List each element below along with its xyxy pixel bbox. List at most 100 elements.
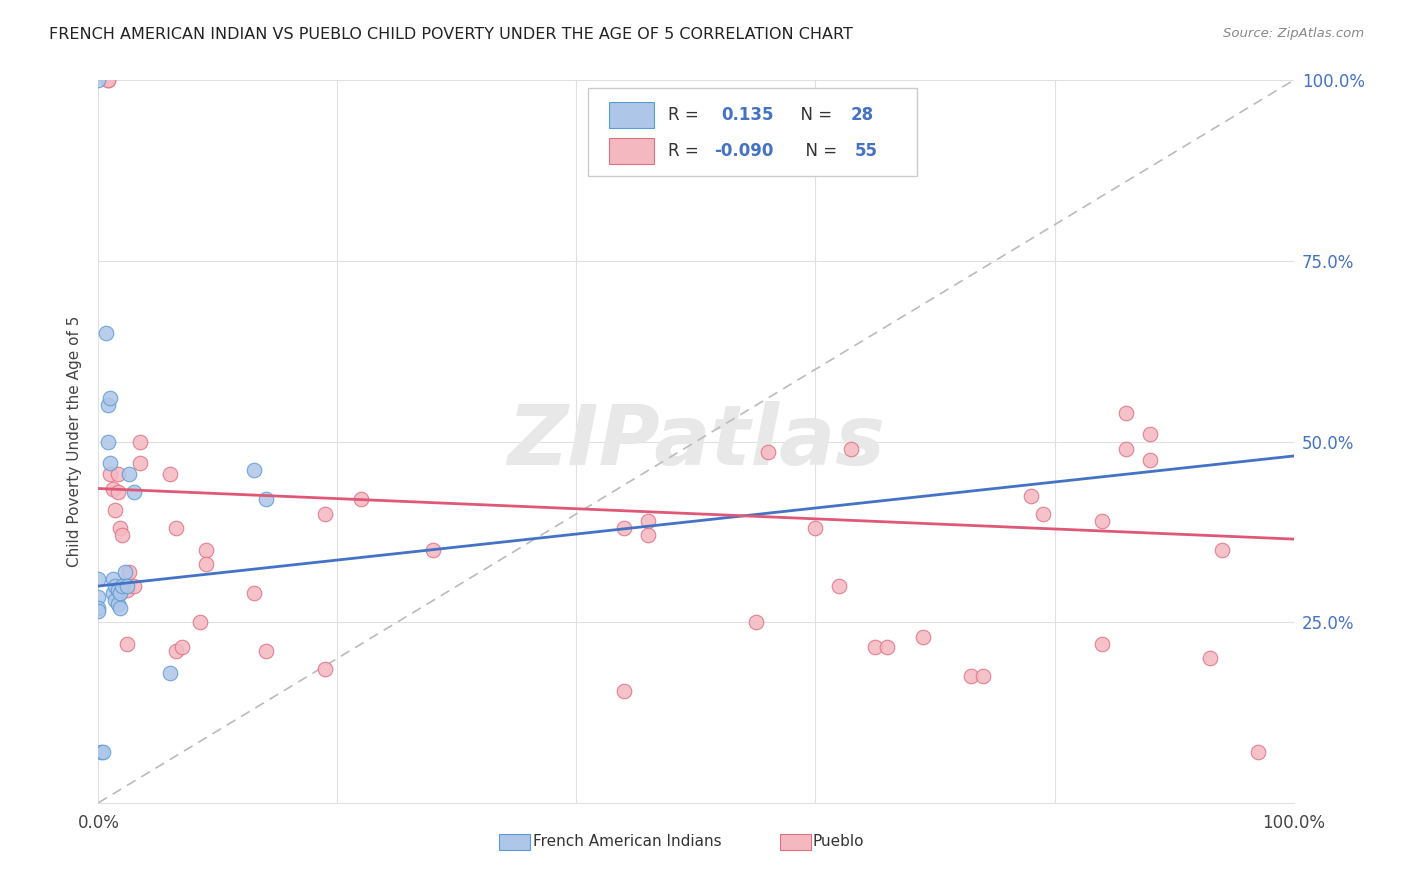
- Point: [637, 514, 659, 528]
- Point: [960, 669, 983, 683]
- Point: [115, 637, 138, 651]
- Point: [118, 467, 141, 481]
- Point: [1139, 452, 1161, 467]
- Point: [118, 565, 141, 579]
- Point: [129, 434, 152, 449]
- Point: [87, 590, 110, 604]
- Point: [94, 326, 117, 340]
- Text: 55: 55: [855, 142, 877, 160]
- Point: [124, 579, 146, 593]
- Point: [97, 398, 120, 412]
- Point: [911, 630, 934, 644]
- Text: Source: ZipAtlas.com: Source: ZipAtlas.com: [1223, 27, 1364, 40]
- Point: [172, 640, 194, 655]
- Point: [111, 579, 134, 593]
- Point: [165, 644, 187, 658]
- Point: [1032, 507, 1054, 521]
- Point: [108, 586, 131, 600]
- Point: [1091, 637, 1114, 651]
- Point: [243, 586, 266, 600]
- Point: [107, 582, 129, 597]
- Text: Pueblo: Pueblo: [813, 834, 865, 848]
- Point: [108, 521, 131, 535]
- Point: [243, 463, 266, 477]
- Text: ZIPatlas: ZIPatlas: [508, 401, 884, 482]
- Point: [97, 73, 120, 87]
- Text: French American Indians: French American Indians: [533, 834, 721, 848]
- Point: [613, 521, 636, 535]
- Point: [195, 542, 218, 557]
- Point: [97, 434, 120, 449]
- Text: R =: R =: [668, 106, 710, 124]
- Point: [98, 467, 122, 481]
- Point: [1091, 514, 1114, 528]
- Point: [91, 745, 114, 759]
- Point: [1115, 442, 1137, 456]
- Text: FRENCH AMERICAN INDIAN VS PUEBLO CHILD POVERTY UNDER THE AGE OF 5 CORRELATION CH: FRENCH AMERICAN INDIAN VS PUEBLO CHILD P…: [49, 27, 853, 42]
- Text: N =: N =: [790, 106, 838, 124]
- Point: [101, 586, 124, 600]
- Point: [115, 579, 138, 593]
- Point: [1139, 427, 1161, 442]
- FancyBboxPatch shape: [589, 88, 917, 177]
- Point: [865, 640, 887, 655]
- FancyBboxPatch shape: [609, 138, 654, 164]
- Point: [254, 644, 277, 658]
- Point: [422, 542, 444, 557]
- Point: [104, 593, 127, 607]
- Point: [876, 640, 898, 655]
- Point: [972, 669, 994, 683]
- Point: [124, 485, 146, 500]
- Point: [101, 572, 124, 586]
- Point: [350, 492, 373, 507]
- Point: [97, 73, 120, 87]
- Point: [101, 482, 124, 496]
- Point: [804, 521, 827, 535]
- Text: 0.135: 0.135: [721, 106, 773, 124]
- Y-axis label: Child Poverty Under the Age of 5: Child Poverty Under the Age of 5: [67, 316, 83, 567]
- Point: [1247, 745, 1270, 759]
- Point: [254, 492, 277, 507]
- Point: [165, 521, 187, 535]
- Point: [1115, 406, 1137, 420]
- Point: [87, 73, 110, 87]
- Point: [159, 467, 181, 481]
- Point: [1019, 489, 1042, 503]
- Point: [87, 572, 110, 586]
- Point: [637, 528, 659, 542]
- Text: R =: R =: [668, 142, 704, 160]
- Point: [159, 665, 181, 680]
- Point: [108, 600, 131, 615]
- Point: [195, 558, 218, 572]
- Point: [841, 442, 863, 456]
- Point: [315, 507, 337, 521]
- FancyBboxPatch shape: [609, 102, 654, 128]
- Point: [107, 597, 129, 611]
- Text: -0.090: -0.090: [714, 142, 773, 160]
- Point: [129, 456, 152, 470]
- Point: [114, 565, 136, 579]
- Point: [107, 485, 129, 500]
- Point: [87, 600, 110, 615]
- Point: [104, 579, 127, 593]
- Point: [107, 582, 129, 597]
- Point: [115, 582, 138, 597]
- Point: [745, 615, 768, 630]
- Point: [104, 503, 127, 517]
- Point: [613, 683, 636, 698]
- Point: [111, 528, 134, 542]
- Point: [828, 579, 851, 593]
- Point: [98, 456, 122, 470]
- Point: [756, 445, 779, 459]
- Point: [98, 391, 122, 405]
- Point: [107, 467, 129, 481]
- Point: [1211, 542, 1233, 557]
- Point: [108, 586, 131, 600]
- Point: [315, 662, 337, 676]
- Point: [188, 615, 211, 630]
- Point: [87, 604, 110, 618]
- Text: 28: 28: [851, 106, 873, 124]
- Point: [90, 745, 112, 759]
- Point: [1199, 651, 1222, 665]
- Text: N =: N =: [796, 142, 842, 160]
